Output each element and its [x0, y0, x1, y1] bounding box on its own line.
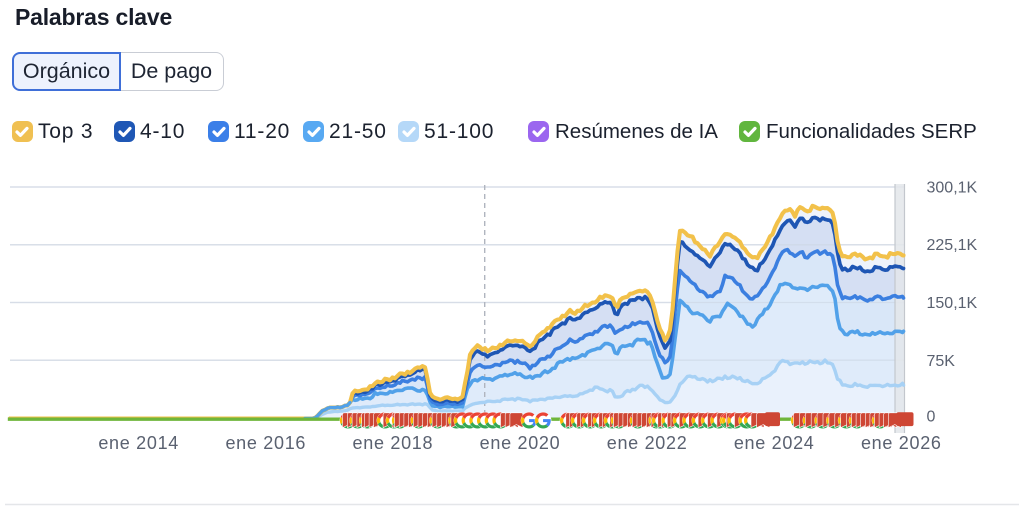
svg-text:ene 2026: ene 2026 [861, 433, 942, 453]
svg-text:ene 2022: ene 2022 [607, 433, 688, 453]
svg-text:0: 0 [927, 409, 936, 426]
svg-text:300,1K: 300,1K [927, 180, 978, 197]
svg-text:ene 2020: ene 2020 [480, 433, 561, 453]
svg-text:ene 2016: ene 2016 [225, 433, 306, 453]
svg-text:150,1K: 150,1K [927, 295, 978, 312]
svg-text:225,1K: 225,1K [927, 237, 978, 254]
svg-text:ene 2018: ene 2018 [353, 433, 434, 453]
svg-text:75K: 75K [927, 353, 956, 370]
svg-text:ene 2014: ene 2014 [98, 433, 179, 453]
svg-text:ene 2024: ene 2024 [734, 433, 815, 453]
